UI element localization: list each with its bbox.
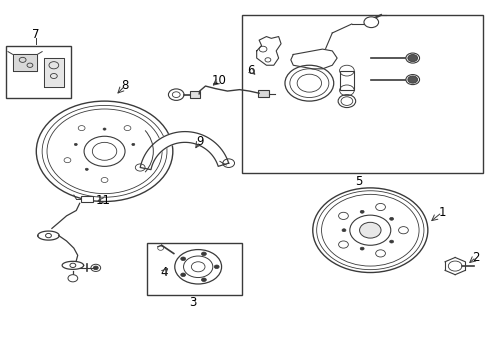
Bar: [242, 15, 483, 173]
Circle shape: [68, 275, 78, 282]
Circle shape: [45, 233, 51, 238]
Circle shape: [360, 210, 364, 213]
Circle shape: [201, 278, 206, 282]
Circle shape: [181, 273, 185, 276]
Text: 9: 9: [196, 135, 203, 148]
Circle shape: [312, 188, 427, 273]
Circle shape: [407, 76, 417, 83]
Circle shape: [70, 263, 76, 267]
Circle shape: [359, 222, 380, 238]
Text: 2: 2: [471, 251, 479, 264]
Text: 5: 5: [355, 175, 362, 188]
Circle shape: [214, 265, 219, 269]
Circle shape: [181, 257, 185, 261]
Circle shape: [132, 143, 135, 145]
Polygon shape: [290, 49, 336, 69]
Polygon shape: [140, 132, 228, 170]
Circle shape: [285, 65, 333, 101]
Bar: [147, 243, 242, 295]
Circle shape: [407, 54, 417, 62]
Bar: [339, 71, 353, 90]
Circle shape: [36, 101, 172, 202]
Circle shape: [389, 240, 393, 243]
Circle shape: [74, 143, 77, 145]
Circle shape: [360, 247, 364, 250]
Circle shape: [405, 75, 419, 85]
Text: 6: 6: [246, 64, 254, 77]
Circle shape: [201, 252, 206, 256]
Text: 10: 10: [211, 74, 226, 87]
Text: 8: 8: [121, 79, 128, 92]
Text: 11: 11: [95, 194, 110, 207]
Polygon shape: [13, 54, 37, 71]
Polygon shape: [43, 58, 64, 87]
Circle shape: [363, 17, 378, 28]
Text: 3: 3: [189, 296, 197, 309]
Bar: [5, 45, 71, 98]
Circle shape: [405, 53, 419, 63]
Polygon shape: [256, 37, 281, 65]
Bar: [258, 90, 268, 97]
Circle shape: [103, 128, 106, 130]
Circle shape: [389, 217, 393, 220]
Circle shape: [85, 168, 88, 170]
Text: 7: 7: [32, 28, 40, 41]
Bar: [189, 91, 199, 98]
Text: 4: 4: [160, 266, 167, 279]
Circle shape: [341, 229, 345, 231]
Bar: [81, 196, 93, 202]
Circle shape: [174, 249, 221, 284]
Circle shape: [93, 266, 98, 270]
Text: 1: 1: [437, 206, 445, 219]
